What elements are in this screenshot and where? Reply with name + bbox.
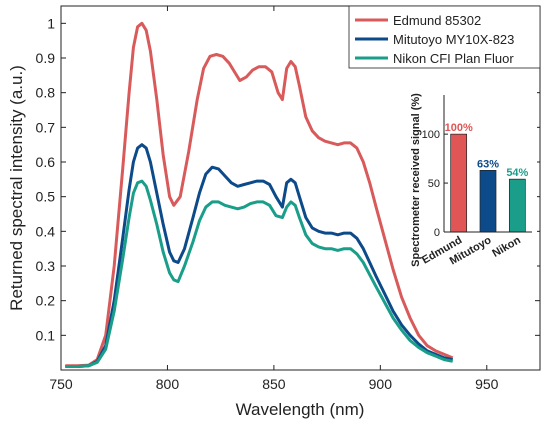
x-tick-label: 950 [475, 376, 499, 392]
x-axis-title: Wavelength (nm) [236, 400, 365, 419]
x-tick-label: 800 [156, 376, 180, 392]
main-plot-frame [60, 5, 541, 371]
inset-data-label: 63% [477, 158, 499, 170]
main-series-lines [65, 21, 454, 368]
inset-y-tick-label: 0 [434, 227, 440, 239]
legend: Edmund 85302 Mitutoyo MY10X-823 Nikon CFI … [348, 5, 541, 69]
y-tick-label: 0.8 [36, 85, 56, 101]
main-axis-ticks: 750 800 850 900 950 0.1 0.2 0.3 0.4 0.5 0.6 0.7 0.8 0… [36, 6, 540, 392]
inset-y-tick-label: 50 [428, 178, 440, 190]
inset-data-label: 100% [445, 122, 473, 134]
legend-label: Mitutoyo MY10X-823 [393, 32, 514, 47]
series-line-1 [65, 21, 454, 368]
x-tick-label: 900 [369, 376, 393, 392]
x-tick-label: 850 [262, 376, 286, 392]
y-tick-label: 0.5 [36, 189, 56, 205]
inset-bar-nikon [508, 178, 526, 233]
y-tick-label: 0.1 [36, 327, 56, 343]
legend-items: Edmund 85302 Mitutoyo MY10X-823 Nikon CFI … [355, 13, 514, 66]
inset-data-label: 54% [506, 167, 528, 179]
y-tick-label: 0.4 [36, 223, 56, 239]
y-tick-label: 0.3 [36, 258, 56, 274]
y-tick-label: 0.2 [36, 293, 56, 309]
legend-label: Nikon CFI Plan Fluor [393, 51, 514, 66]
legend-label: Edmund 85302 [393, 13, 481, 28]
inset-bar-mitutoyo [479, 170, 497, 233]
x-tick-label: 750 [49, 376, 73, 392]
y-tick-label: 0.7 [36, 119, 56, 135]
series-line-3 [65, 179, 453, 368]
y-axis-title: Returned spectral intensity (a.u.) [7, 65, 26, 311]
inset-axis-ticks: 0 50 100 [422, 95, 532, 239]
inset-y-tick-label: 100 [422, 129, 440, 141]
inset-y-axis-title: Spectrometer received signal (%) [410, 93, 422, 267]
inset-bar-edmund [450, 133, 468, 233]
series-line-2 [65, 143, 453, 368]
y-tick-label: 0.6 [36, 154, 56, 170]
y-tick-label: 0.9 [36, 50, 56, 66]
y-tick-label: 1 [47, 15, 55, 31]
